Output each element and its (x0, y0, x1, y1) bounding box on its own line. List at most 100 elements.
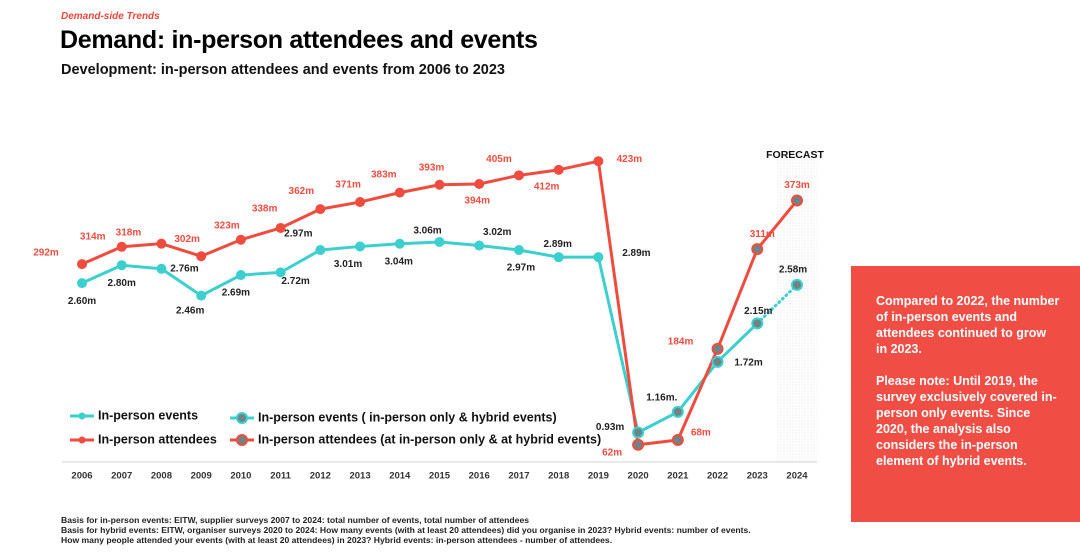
data-point (711, 355, 724, 368)
data-label: 311m (750, 229, 775, 240)
x-tick-label: 2006 (71, 471, 92, 482)
series-line (159, 242, 203, 258)
data-label: 394m (464, 196, 490, 207)
series-line (716, 247, 759, 351)
data-label: 371m (335, 180, 361, 191)
x-tick-label: 2019 (588, 471, 609, 482)
x-tick-label: 2015 (429, 471, 451, 482)
series-line (80, 263, 124, 285)
data-label: 3.01m (334, 259, 362, 270)
series-line (159, 267, 203, 298)
data-label: 2.58m (779, 265, 807, 276)
x-tick-label: 2017 (508, 471, 529, 482)
data-point (711, 342, 724, 355)
callout-text: Compared to 2022, the number of in-perso… (876, 294, 1060, 356)
data-point (434, 179, 445, 190)
callout-text: Please note: Until 2019, the survey excl… (876, 374, 1057, 468)
series-line (398, 183, 441, 195)
data-label: 3.04m (385, 256, 413, 267)
data-label: 0.93m (596, 422, 624, 433)
callout-box: Compared to 2022, the number of in-perso… (851, 266, 1080, 522)
data-point (632, 438, 645, 451)
series-line (676, 347, 720, 442)
data-label: 318m (116, 227, 142, 238)
data-point (632, 426, 645, 439)
x-tick-label: 2022 (707, 471, 728, 482)
legend-marker (78, 412, 86, 420)
data-point (196, 290, 207, 301)
data-point (355, 241, 366, 252)
series-line (358, 242, 402, 248)
data-label: 314m (80, 231, 106, 242)
data-label: 3.06m (413, 226, 441, 237)
data-point (791, 194, 803, 207)
footnotes: Basis for in-person events: EITW, suppli… (61, 515, 751, 545)
data-point (671, 405, 684, 418)
series-line (199, 238, 243, 258)
series-line (199, 273, 243, 298)
series-line (517, 248, 561, 259)
series-line (358, 191, 402, 204)
series-line (80, 245, 124, 266)
data-point (235, 234, 246, 245)
series-line (120, 263, 163, 271)
series-line (755, 198, 799, 251)
data-label: 323m (214, 220, 240, 231)
data-label: 412m (534, 181, 560, 192)
data-label: 373m (784, 180, 810, 191)
data-label: 2.89m (543, 239, 571, 250)
data-label: 2.97m (284, 229, 312, 240)
legend-label: In-person events (98, 408, 198, 422)
forecast-region (777, 145, 817, 462)
data-point (671, 434, 684, 447)
chart-subtitle: Development: in-person attendees and eve… (61, 62, 505, 78)
data-point (394, 187, 405, 198)
data-label: 362m (289, 186, 315, 197)
data-point (553, 252, 564, 263)
x-tick-label: 2014 (389, 471, 411, 482)
x-tick-label: 2013 (349, 471, 370, 482)
series-line (636, 438, 680, 447)
legend-marker (236, 434, 248, 446)
data-label: 423m (617, 154, 643, 165)
series-line (279, 207, 322, 230)
data-label: 302m (174, 234, 200, 245)
legend-label: In-person attendees (98, 432, 217, 446)
series-line (438, 182, 481, 187)
x-tick-label: 2007 (111, 471, 132, 482)
section-label: Demand-side Trends (61, 11, 160, 22)
data-label: 2.60m (68, 296, 96, 307)
legend-label: In-person events ( in-person only & hybr… (258, 410, 557, 424)
data-label: 292m (33, 248, 59, 259)
footnote: Basis for in-person events: EITW, suppli… (61, 515, 530, 525)
x-tick-label: 2016 (469, 471, 490, 482)
data-label: 2.72m (281, 276, 309, 287)
chart: FORECAST 2006 2007 2008 2009 2010 2011 2012 2013… (33, 145, 824, 482)
series-line (438, 240, 481, 248)
x-tick-label: 2024 (786, 471, 808, 482)
series-line (120, 242, 163, 249)
data-label: 2.80m (108, 278, 136, 289)
x-tick-label: 2008 (151, 471, 172, 482)
series-line (636, 410, 680, 434)
data-label: 383m (371, 169, 397, 180)
series-line (676, 360, 720, 414)
data-label: 2.69m (222, 288, 250, 299)
x-tick-label: 2012 (310, 471, 331, 482)
series-line (477, 244, 521, 252)
data-point (791, 278, 803, 291)
data-label: 405m (486, 154, 512, 165)
series-line (755, 283, 799, 325)
data-label: 2.89m (622, 248, 650, 259)
data-label: 2.46m (176, 305, 204, 316)
data-label: 393m (419, 162, 445, 173)
data-point (355, 197, 366, 208)
series-line (239, 226, 283, 242)
series-line (398, 240, 441, 246)
data-label: 184m (668, 337, 694, 348)
data-point (116, 260, 127, 271)
data-point (235, 270, 246, 281)
data-point (77, 278, 87, 289)
data-label: 338m (252, 204, 278, 215)
x-tick-label: 2023 (747, 471, 768, 482)
